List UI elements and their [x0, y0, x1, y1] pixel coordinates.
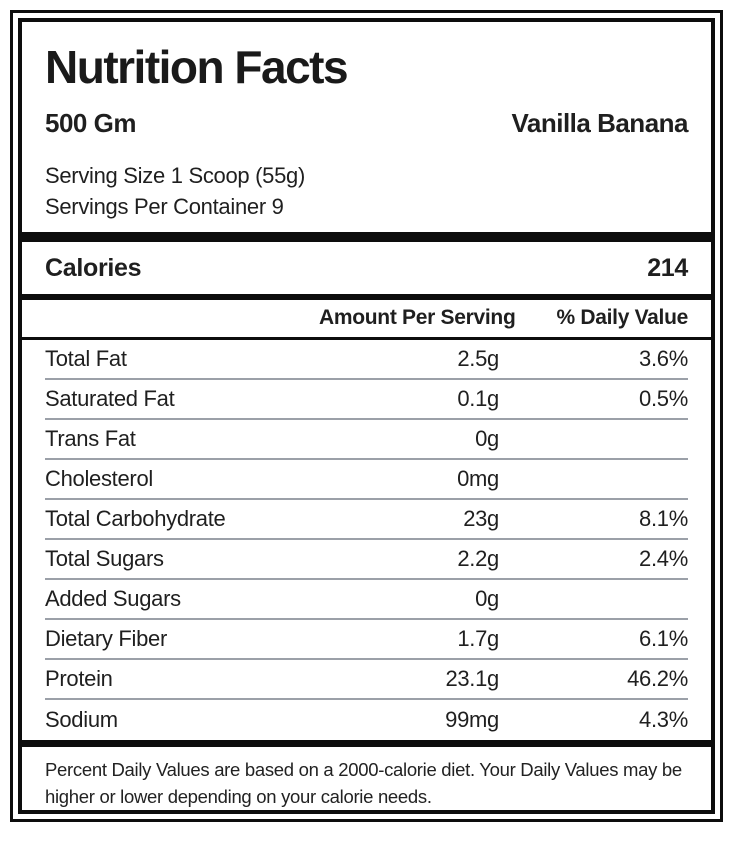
table-row-protein: Protein 23.1g 46.2% [45, 660, 688, 700]
nutrient-amount: 23.1g [445, 666, 499, 691]
servings-per-container: Servings Per Container 9 [45, 194, 284, 219]
table-row-total-sugars: Total Sugars 2.2g 2.4% [45, 540, 688, 580]
table-row-saturated-fat: Saturated Fat 0.1g 0.5% [45, 380, 688, 420]
calories-label: Calories [45, 253, 142, 282]
product-info-row: 500 Gm Vanilla Banana [45, 108, 688, 138]
nutrient-amount: 2.2g [457, 546, 499, 571]
nutrient-label: Saturated Fat [45, 386, 175, 411]
nutrient-label: Total Carbohydrate [45, 506, 226, 531]
nutrient-label: Total Fat [45, 346, 127, 371]
nutrition-facts-title: Nutrition Facts [45, 41, 349, 93]
nutrient-amount: 0.1g [457, 386, 499, 411]
daily-value-footnote: Percent Daily Values are based on a 2000… [45, 759, 682, 807]
separator-bar-bottom [22, 740, 711, 747]
table-row-added-sugars: Added Sugars 0g [45, 580, 688, 620]
nutrient-label: Total Sugars [45, 546, 164, 571]
header-daily-value: % Daily Value [556, 306, 688, 329]
nutrient-amount: 0mg [457, 466, 499, 491]
nutrient-label: Trans Fat [45, 426, 136, 451]
table-row-total-fat: Total Fat 2.5g 3.6% [45, 340, 688, 380]
table-row-trans-fat: Trans Fat 0g [45, 420, 688, 460]
nutrient-amount: 0g [475, 426, 499, 451]
nutrient-label: Cholesterol [45, 466, 153, 491]
flavor-name: Vanilla Banana [511, 108, 688, 138]
nutrient-dv: 8.1% [639, 506, 688, 531]
nutrient-dv: 3.6% [639, 346, 688, 371]
nutrient-label: Added Sugars [45, 586, 181, 611]
nutrient-amount: 2.5g [457, 346, 499, 371]
table-row-total-carbohydrate: Total Carbohydrate 23g 8.1% [45, 500, 688, 540]
label-inner-frame: Nutrition Facts 500 Gm Vanilla Banana Se… [18, 18, 715, 814]
nutrient-dv: 0.5% [639, 386, 688, 411]
nutrient-dv: 2.4% [639, 546, 688, 571]
serving-info: Serving Size 1 Scoop (55g) Servings Per … [45, 160, 688, 222]
header-amount-per-serving: Amount Per Serving [319, 306, 516, 329]
label-outer-frame: Nutrition Facts 500 Gm Vanilla Banana Se… [10, 10, 723, 822]
calories-value: 214 [647, 253, 688, 282]
nutrient-label: Protein [45, 666, 113, 691]
nutrient-dv: 4.3% [639, 707, 688, 732]
table-header-row: Amount Per Serving % Daily Value [45, 300, 688, 337]
table-row-cholesterol: Cholesterol 0mg [45, 460, 688, 500]
nutrient-amount: 99mg [445, 707, 499, 732]
nutrient-dv: 6.1% [639, 626, 688, 651]
nutrient-amount: 0g [475, 586, 499, 611]
table-row-dietary-fiber: Dietary Fiber 1.7g 6.1% [45, 620, 688, 660]
table-row-sodium: Sodium 99mg 4.3% [45, 700, 688, 740]
separator-line-header [22, 337, 711, 340]
nutrient-label: Sodium [45, 707, 118, 732]
nutrient-amount: 23g [463, 506, 499, 531]
nutrient-label: Dietary Fiber [45, 626, 168, 651]
serving-size: Serving Size 1 Scoop (55g) [45, 163, 306, 188]
separator-bar-calories [22, 294, 711, 300]
separator-bar-top [22, 232, 711, 242]
nutrient-dv: 46.2% [627, 666, 688, 691]
calories-row: Calories 214 [45, 242, 688, 294]
net-weight: 500 Gm [45, 108, 136, 138]
nutrient-amount: 1.7g [457, 626, 499, 651]
